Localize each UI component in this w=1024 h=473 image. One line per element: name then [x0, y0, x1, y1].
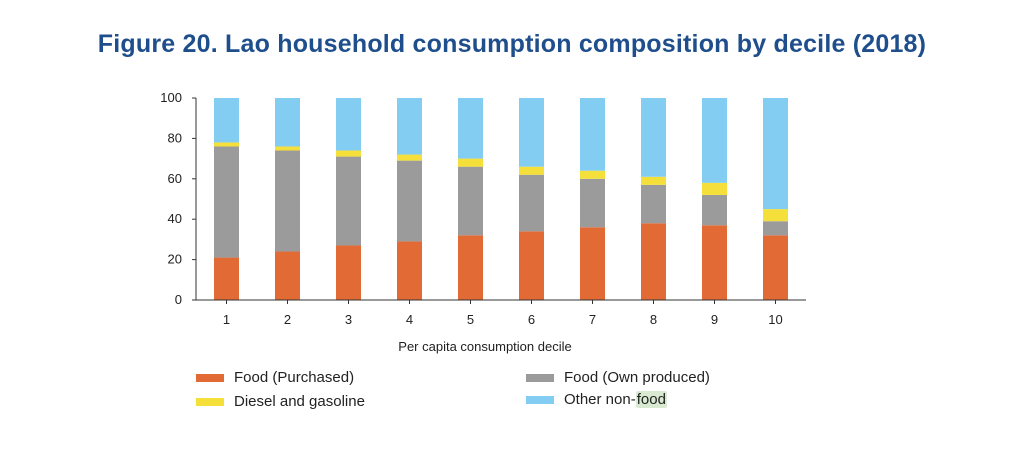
legend-label: Diesel and gasoline — [234, 393, 365, 410]
x-tick-label-3: 3 — [345, 312, 352, 327]
x-tick-label-1: 1 — [223, 312, 230, 327]
y-tick-label-100: 100 — [160, 90, 182, 105]
legend-item-food-purchased: Food (Purchased) — [196, 369, 354, 386]
bar-segment-food-purchased-decile-2 — [275, 251, 300, 300]
bar-segment-diesel-and-gasoline-decile-2 — [275, 146, 300, 151]
legend-label-main: Other non- — [564, 391, 636, 408]
bar-segment-other-non-food-decile-10 — [763, 98, 788, 210]
bar-segment-other-non-food-decile-4 — [397, 98, 422, 155]
bar-segment-food-own-produced-decile-1 — [214, 146, 239, 258]
legend-swatch — [526, 395, 554, 404]
y-tick-label-40: 40 — [168, 211, 182, 226]
bar-segment-food-purchased-decile-8 — [641, 223, 666, 300]
legend-label-highlight: food — [635, 391, 667, 408]
bar-segment-food-own-produced-decile-10 — [763, 221, 788, 236]
bar-segment-diesel-and-gasoline-decile-4 — [397, 154, 422, 161]
legend-item-diesel-gasoline: Diesel and gasoline — [196, 393, 365, 410]
y-tick-label-20: 20 — [168, 252, 182, 267]
bar-segment-other-non-food-decile-9 — [702, 98, 727, 183]
bar-segment-diesel-and-gasoline-decile-1 — [214, 142, 239, 147]
legend-swatch — [196, 397, 224, 406]
x-tick-label-10: 10 — [768, 312, 782, 327]
legend-swatch — [196, 373, 224, 382]
y-tick-label-0: 0 — [175, 292, 182, 307]
legend-item-food-own-produced: Food (Own produced) — [526, 369, 710, 386]
bar-segment-diesel-and-gasoline-decile-10 — [763, 209, 788, 222]
bar-segment-food-own-produced-decile-5 — [458, 166, 483, 236]
bar-segment-food-purchased-decile-7 — [580, 227, 605, 300]
x-tick-label-9: 9 — [711, 312, 718, 327]
legend: Food (Purchased) Food (Own produced) Die… — [196, 369, 796, 419]
bar-segment-food-own-produced-decile-7 — [580, 178, 605, 228]
x-tick-label-5: 5 — [467, 312, 474, 327]
bar-segment-food-purchased-decile-5 — [458, 235, 483, 300]
bar-segment-other-non-food-decile-8 — [641, 98, 666, 177]
legend-label: Other non-food — [564, 391, 667, 408]
bar-segment-food-own-produced-decile-3 — [336, 156, 361, 246]
bar-segment-other-non-food-decile-5 — [458, 98, 483, 159]
bar-segment-food-own-produced-decile-9 — [702, 194, 727, 226]
bar-segment-food-own-produced-decile-6 — [519, 174, 544, 232]
bar-segment-other-non-food-decile-7 — [580, 98, 605, 171]
bar-segment-food-purchased-decile-4 — [397, 241, 422, 300]
bar-segment-diesel-and-gasoline-decile-7 — [580, 170, 605, 179]
y-tick-label-80: 80 — [168, 130, 182, 145]
bar-segment-other-non-food-decile-1 — [214, 98, 239, 143]
bar-segment-food-purchased-decile-9 — [702, 225, 727, 300]
bar-segment-other-non-food-decile-3 — [336, 98, 361, 151]
bar-segment-diesel-and-gasoline-decile-9 — [702, 182, 727, 195]
x-tick-label-4: 4 — [406, 312, 413, 327]
bar-segment-food-purchased-decile-6 — [519, 231, 544, 300]
bar-segment-diesel-and-gasoline-decile-8 — [641, 176, 666, 185]
x-axis-title: Per capita consumption decile — [398, 339, 571, 354]
x-tick-label-6: 6 — [528, 312, 535, 327]
bars-group — [214, 98, 788, 300]
x-tick-label-2: 2 — [284, 312, 291, 327]
bar-segment-food-purchased-decile-1 — [214, 257, 239, 300]
chart-title: Figure 20. Lao household consumption com… — [97, 30, 927, 58]
y-tick-label-60: 60 — [168, 171, 182, 186]
bar-segment-other-non-food-decile-2 — [275, 98, 300, 147]
bar-segment-food-purchased-decile-10 — [763, 235, 788, 300]
bar-segment-diesel-and-gasoline-decile-3 — [336, 150, 361, 157]
bar-segment-diesel-and-gasoline-decile-5 — [458, 158, 483, 167]
bar-segment-other-non-food-decile-6 — [519, 98, 544, 167]
bar-segment-food-own-produced-decile-4 — [397, 160, 422, 242]
bar-segment-food-purchased-decile-3 — [336, 245, 361, 300]
legend-label: Food (Purchased) — [234, 369, 355, 386]
legend-item-other-non-food: Other non-food — [526, 391, 667, 408]
bar-segment-diesel-and-gasoline-decile-6 — [519, 166, 544, 175]
x-tick-label-8: 8 — [650, 312, 657, 327]
legend-swatch — [526, 373, 554, 382]
legend-label: Food (Own produced) — [564, 369, 710, 386]
bar-segment-food-own-produced-decile-8 — [641, 184, 666, 224]
bar-segment-food-own-produced-decile-2 — [275, 150, 300, 252]
x-tick-label-7: 7 — [589, 312, 596, 327]
